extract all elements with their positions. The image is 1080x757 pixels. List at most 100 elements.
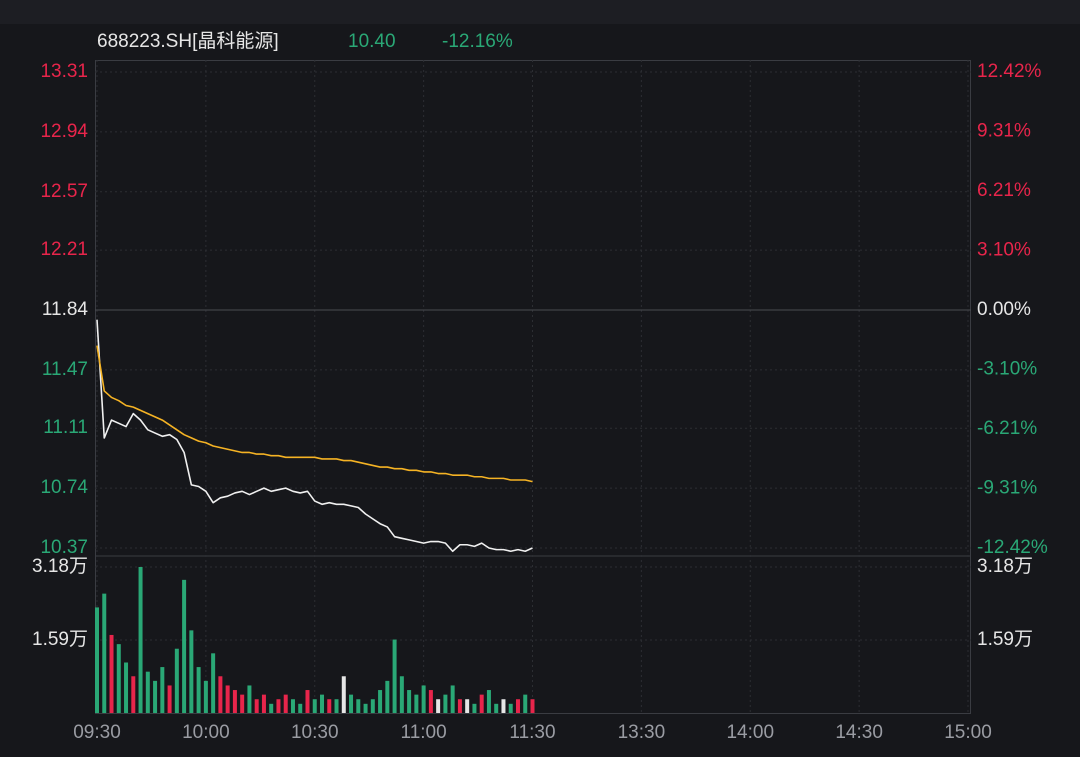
volume-bar xyxy=(203,680,208,713)
volume-bar xyxy=(363,703,368,713)
volume-bar xyxy=(334,699,339,713)
y-tick-label: 11.11 xyxy=(43,417,88,438)
volume-tick-label-right: 3.18万 xyxy=(977,556,1033,577)
volume-bar xyxy=(254,699,259,713)
y-tick-label: 12.94 xyxy=(40,121,88,142)
volume-bar xyxy=(356,699,361,713)
volume-bar xyxy=(261,694,266,713)
volume-bar xyxy=(421,685,426,713)
volume-bar xyxy=(494,703,499,713)
y2-tick-label: 9.31% xyxy=(977,121,1031,142)
volume-bar xyxy=(450,685,455,713)
volume-bar xyxy=(443,694,448,713)
volume-bar xyxy=(182,579,187,713)
volume-tick-label-right: 1.59万 xyxy=(977,629,1033,650)
volume-bar xyxy=(385,680,390,713)
x-tick-label: 10:30 xyxy=(291,722,339,743)
x-tick-label: 15:00 xyxy=(944,722,992,743)
volume-bar xyxy=(218,676,223,713)
x-tick-label: 10:00 xyxy=(182,722,230,743)
volume-bar xyxy=(465,699,470,713)
volume-bar xyxy=(211,653,216,713)
volume-bar xyxy=(312,699,317,713)
volume-bar xyxy=(523,694,528,713)
price-line xyxy=(96,319,533,553)
y2-tick-label: -3.10% xyxy=(977,358,1037,379)
volume-tick-label: 1.59万 xyxy=(32,629,88,650)
volume-bar xyxy=(392,639,397,713)
y2-tick-label: -6.21% xyxy=(977,418,1037,439)
volume-bar xyxy=(486,690,491,713)
volume-bar xyxy=(247,685,252,713)
volume-bar xyxy=(349,694,354,713)
volume-bar xyxy=(327,699,332,713)
volume-bar xyxy=(290,699,295,713)
volume-bar xyxy=(399,676,404,713)
volume-bar xyxy=(116,644,121,713)
volume-bar xyxy=(131,676,136,713)
volume-bar xyxy=(414,694,419,713)
volume-bar xyxy=(305,690,310,713)
volume-bar xyxy=(160,667,165,713)
y-tick-label: 12.21 xyxy=(40,239,88,260)
y-tick-label: 13.31 xyxy=(40,61,88,82)
volume-bar xyxy=(124,662,129,713)
y-tick-label: 10.37 xyxy=(40,537,88,558)
y2-tick-label: -12.42% xyxy=(977,537,1048,558)
volume-bar xyxy=(276,699,281,713)
x-tick-label: 11:30 xyxy=(509,722,555,743)
volume-bar xyxy=(95,607,99,713)
y-tick-label: 12.57 xyxy=(40,181,88,202)
volume-bar xyxy=(370,699,375,713)
volume-tick-label: 3.18万 xyxy=(32,556,88,577)
change-pct: -12.16% xyxy=(442,31,513,52)
volume-bar xyxy=(145,671,150,713)
volume-bar xyxy=(341,676,346,713)
volume-bar xyxy=(269,703,274,713)
volume-bar xyxy=(240,694,245,713)
y2-tick-label: 3.10% xyxy=(977,240,1031,261)
volume-bar xyxy=(378,690,383,713)
y-tick-label: 10.74 xyxy=(40,477,88,498)
x-tick-label: 09:30 xyxy=(73,722,121,743)
x-tick-label: 13:30 xyxy=(618,722,666,743)
volume-bar xyxy=(479,694,484,713)
volume-bar xyxy=(501,699,506,713)
y-tick-label: 11.84 xyxy=(42,299,89,320)
y2-tick-label: 12.42% xyxy=(977,61,1042,82)
volume-bar xyxy=(153,680,158,713)
volume-bar xyxy=(428,690,433,713)
volume-bar xyxy=(102,593,107,713)
x-tick-label: 11:00 xyxy=(401,722,447,743)
volume-bar xyxy=(457,699,462,713)
last-price: 10.40 xyxy=(348,31,396,52)
volume-bar xyxy=(298,703,303,713)
x-tick-label: 14:00 xyxy=(726,722,774,743)
volume-bar xyxy=(109,634,114,713)
volume-bar xyxy=(407,690,412,713)
x-tick-label: 14:30 xyxy=(835,722,883,743)
y-tick-label: 11.47 xyxy=(42,359,88,380)
volume-bar xyxy=(472,703,477,713)
symbol: 688223.SH[晶科能源] xyxy=(97,30,279,52)
y2-tick-label: 6.21% xyxy=(977,180,1031,201)
y2-tick-label: 0.00% xyxy=(977,299,1031,320)
volume-bar xyxy=(283,694,288,713)
volume-bar xyxy=(515,699,520,713)
volume-bar xyxy=(189,630,194,713)
volume-bar xyxy=(436,699,441,713)
average-line xyxy=(96,345,533,483)
volume-bar xyxy=(232,690,237,713)
volume-bar xyxy=(196,667,201,713)
volume-bar xyxy=(138,567,143,713)
top-bar xyxy=(0,0,1080,24)
volume-bar xyxy=(530,699,535,713)
volume-bar xyxy=(167,685,172,713)
y2-tick-label: -9.31% xyxy=(977,477,1037,498)
volume-bar xyxy=(320,694,325,713)
volume-bar xyxy=(174,648,179,713)
volume-bar xyxy=(225,685,230,713)
